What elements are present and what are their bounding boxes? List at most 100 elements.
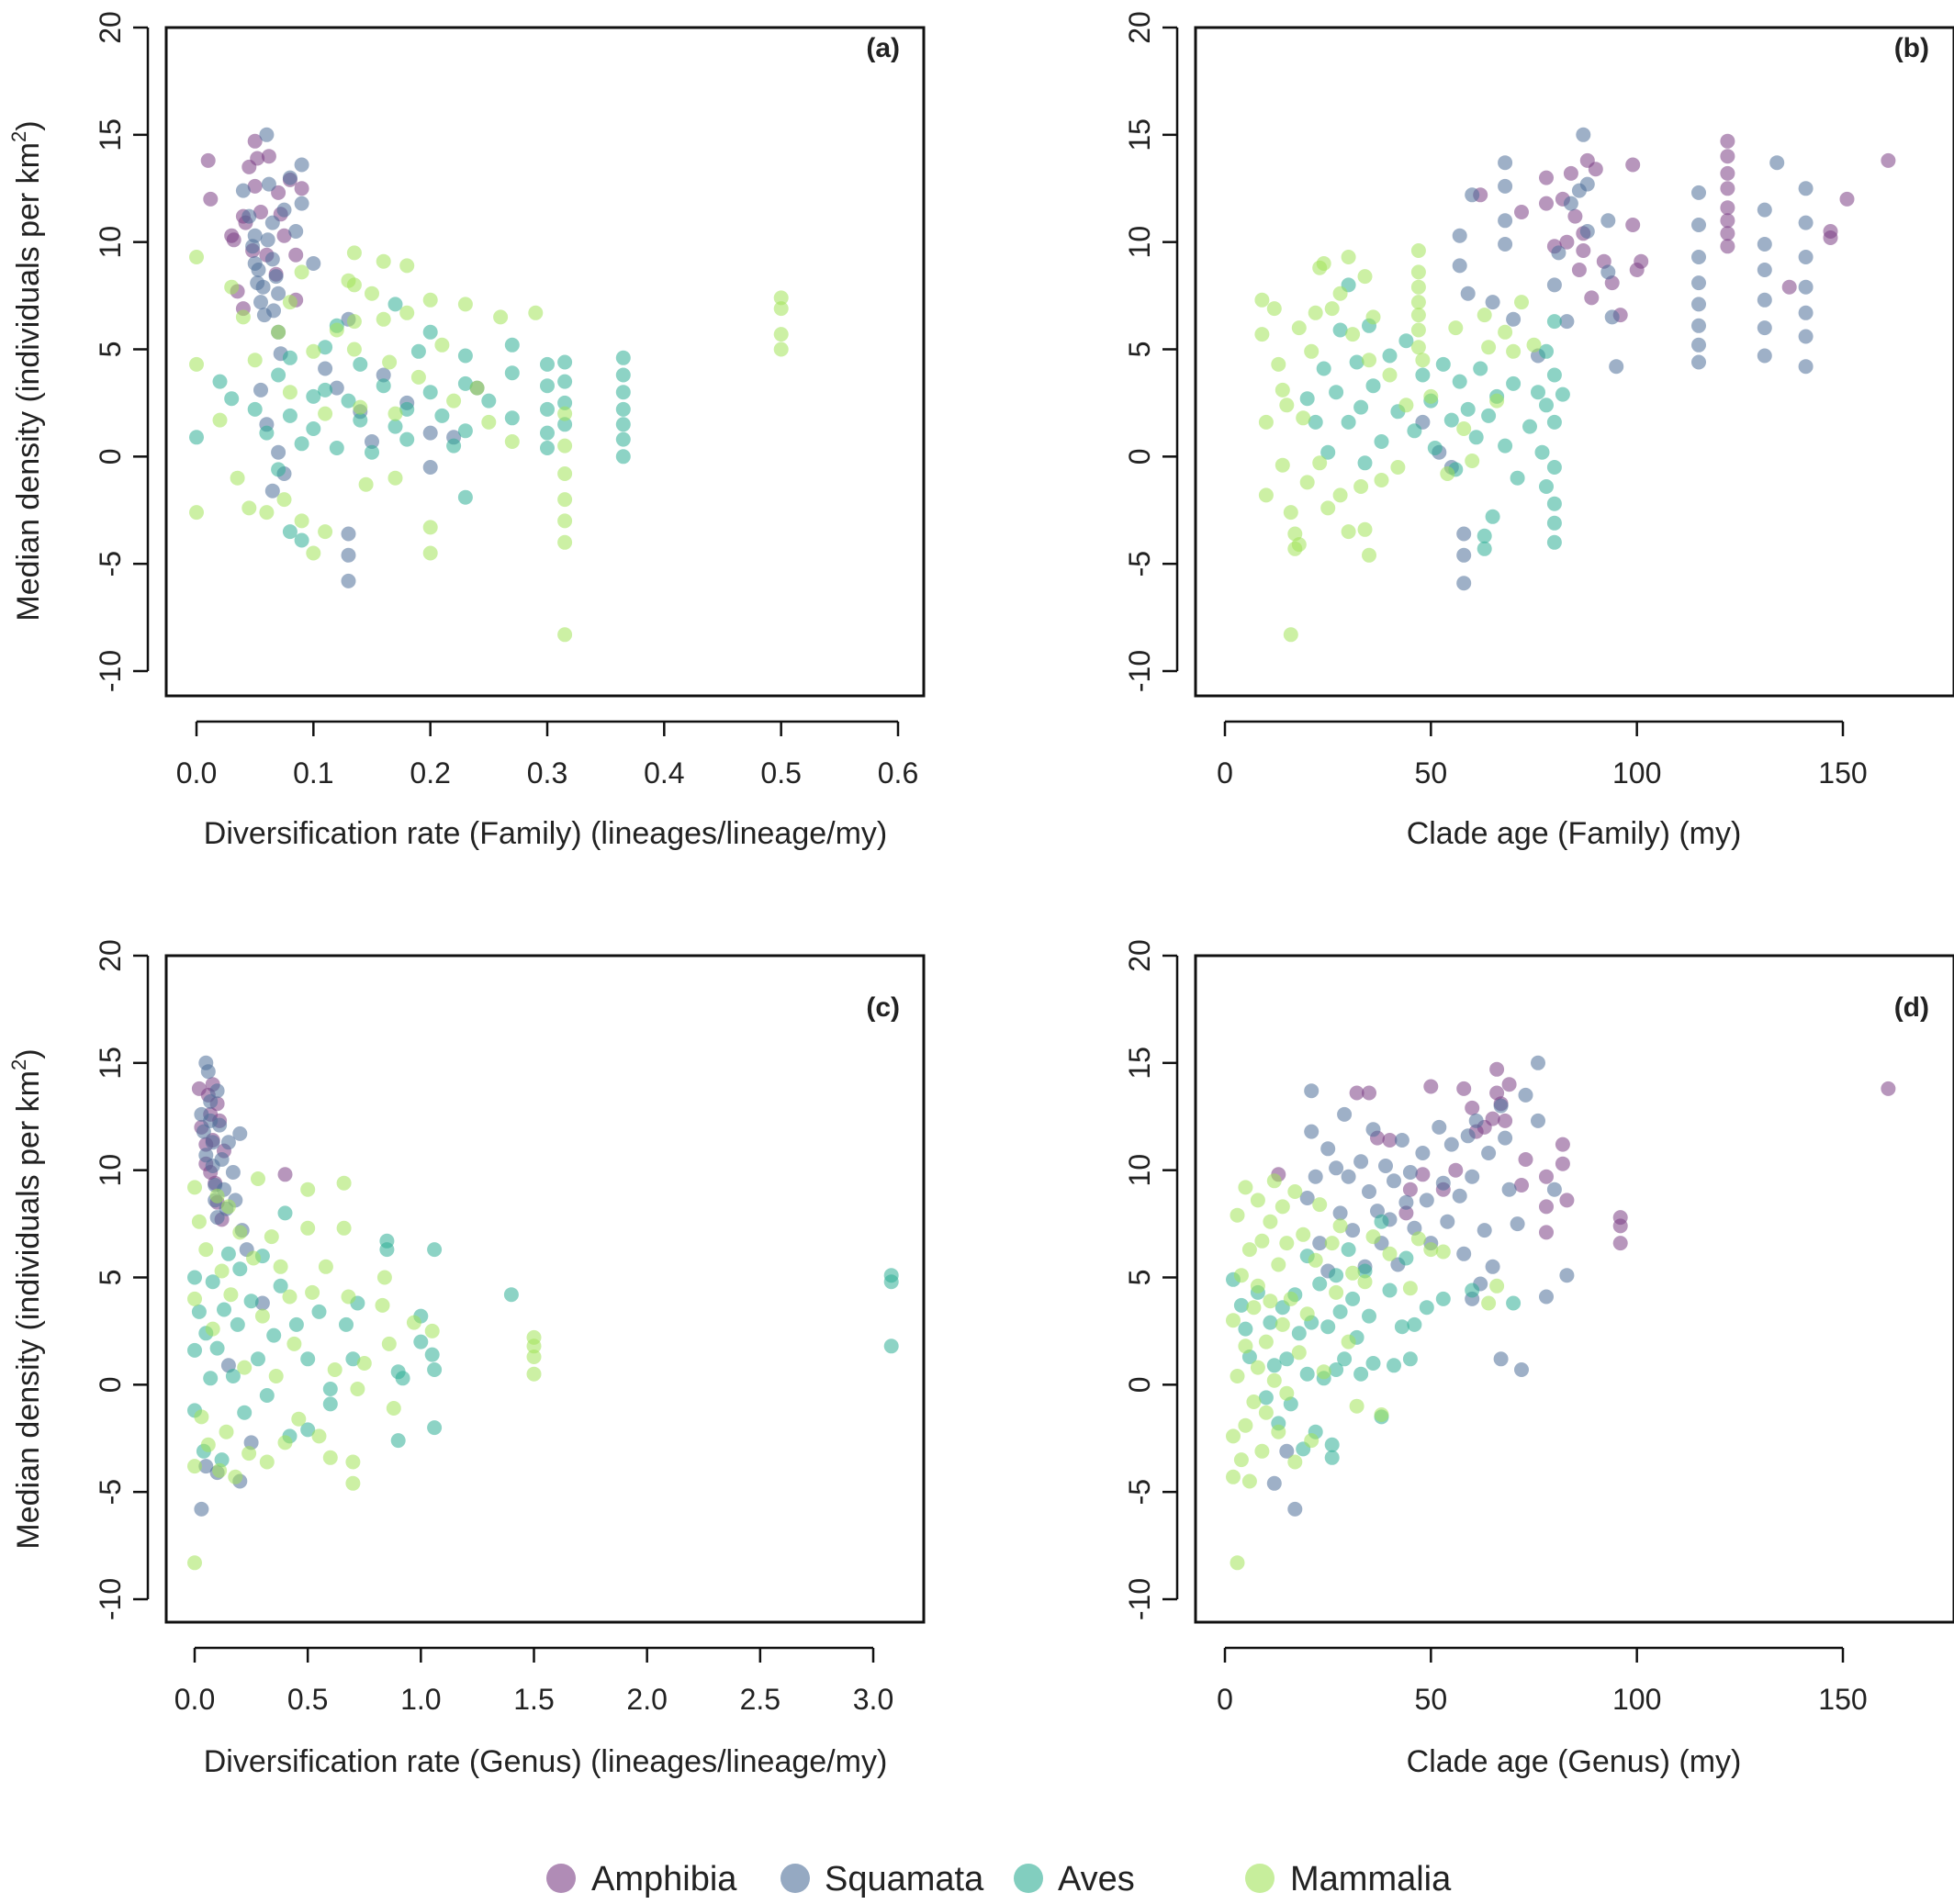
series-aves xyxy=(1299,277,1570,556)
legend-swatch xyxy=(1014,1864,1043,1893)
data-point xyxy=(457,297,473,312)
data-point xyxy=(282,408,298,423)
data-point xyxy=(214,1152,230,1167)
x-tick-label: 0 xyxy=(1217,756,1233,790)
data-point xyxy=(1402,1281,1418,1296)
data-point xyxy=(387,470,403,486)
data-point xyxy=(1394,1319,1409,1335)
data-point xyxy=(282,524,298,540)
data-point xyxy=(399,258,415,274)
data-point xyxy=(1250,1278,1265,1294)
data-point xyxy=(1324,1236,1340,1251)
data-point xyxy=(1839,191,1855,207)
data-point xyxy=(410,369,426,385)
data-point xyxy=(224,391,240,407)
data-point xyxy=(1254,1233,1270,1249)
data-point xyxy=(1576,243,1591,258)
data-point xyxy=(1534,444,1550,460)
data-point xyxy=(1720,181,1735,196)
y-axis-title-tail: ) xyxy=(11,1048,46,1058)
data-point xyxy=(1423,1079,1439,1094)
data-point xyxy=(253,382,268,398)
data-point xyxy=(1456,1081,1472,1096)
x-axis-title: Clade age (Genus) (my) xyxy=(1407,1744,1742,1779)
data-point xyxy=(1612,1218,1628,1234)
data-point xyxy=(1324,1450,1340,1465)
data-point xyxy=(1531,385,1545,400)
data-point xyxy=(336,1220,352,1236)
data-point xyxy=(1357,455,1373,471)
data-point xyxy=(1291,320,1307,336)
data-point xyxy=(318,406,333,421)
series-mammalia xyxy=(189,245,789,643)
data-point xyxy=(1691,297,1706,312)
data-point xyxy=(1546,515,1562,531)
y-tick-label: -5 xyxy=(1123,551,1156,577)
data-point xyxy=(1546,496,1562,511)
data-point xyxy=(1489,1061,1505,1077)
data-point xyxy=(1329,1160,1344,1176)
data-point xyxy=(1254,292,1270,308)
data-point xyxy=(773,342,789,357)
data-point xyxy=(196,1124,211,1139)
data-point xyxy=(264,252,280,267)
data-point xyxy=(1691,185,1706,200)
y-axis-title: Median density (individuals per km2) xyxy=(7,120,46,621)
y-tick-label: -5 xyxy=(1123,1479,1156,1505)
x-axis-title: Diversification rate (Genus) (lineages/l… xyxy=(204,1744,888,1779)
data-point xyxy=(277,1205,293,1221)
data-point xyxy=(187,1342,202,1358)
data-point xyxy=(1287,1501,1303,1517)
data-point xyxy=(1365,1122,1381,1137)
data-point xyxy=(557,627,573,643)
data-point xyxy=(399,431,415,447)
data-point xyxy=(557,534,573,550)
y-tick-label: 15 xyxy=(1123,118,1156,151)
data-point xyxy=(1233,1297,1249,1313)
data-point xyxy=(1246,1300,1262,1316)
data-point xyxy=(1498,213,1513,229)
data-point xyxy=(1365,378,1381,394)
data-point xyxy=(422,520,438,535)
data-point xyxy=(1332,1218,1348,1234)
data-point xyxy=(1382,367,1398,383)
data-point xyxy=(540,378,555,394)
data-point xyxy=(350,1382,365,1396)
data-point xyxy=(557,354,573,370)
data-point xyxy=(271,324,286,340)
data-point xyxy=(1477,1223,1492,1238)
series-aves xyxy=(1226,1214,1522,1465)
data-point xyxy=(883,1274,899,1290)
data-point xyxy=(220,1246,236,1261)
data-point xyxy=(1378,1159,1393,1173)
data-point xyxy=(1546,367,1562,383)
data-point xyxy=(1230,1207,1245,1223)
data-point xyxy=(1254,1443,1270,1459)
data-point xyxy=(1625,218,1641,232)
data-point xyxy=(1266,1372,1282,1388)
data-point xyxy=(1485,509,1500,524)
data-point xyxy=(1398,1205,1414,1221)
data-point xyxy=(255,279,271,295)
data-point xyxy=(356,1356,372,1371)
data-point xyxy=(282,385,298,400)
data-point xyxy=(1312,1276,1328,1292)
data-point xyxy=(327,1362,343,1377)
data-point xyxy=(1518,1152,1533,1167)
data-point xyxy=(1489,1278,1505,1294)
data-point xyxy=(1410,295,1426,310)
data-point xyxy=(1823,230,1838,245)
data-point xyxy=(1456,576,1472,591)
data-point xyxy=(1514,1178,1529,1193)
data-point xyxy=(381,1336,397,1351)
data-point xyxy=(1275,1316,1290,1332)
data-point xyxy=(212,412,228,428)
data-point xyxy=(346,277,362,293)
data-point xyxy=(276,228,292,243)
data-point xyxy=(1546,534,1562,550)
data-point xyxy=(1238,1180,1253,1195)
data-point xyxy=(1481,1146,1497,1160)
data-point xyxy=(1390,460,1406,475)
data-point xyxy=(271,462,286,477)
data-point xyxy=(189,356,204,372)
